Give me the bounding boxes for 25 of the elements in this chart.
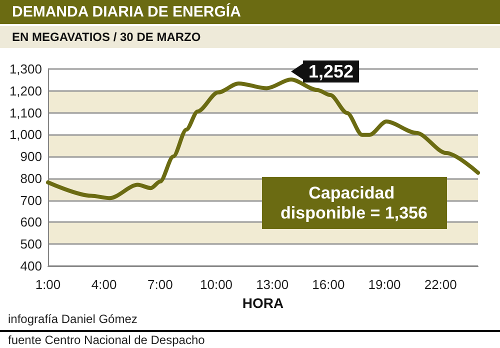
x-tick-label: 10:00 bbox=[200, 277, 233, 292]
chart-subtitle: EN MEGAVATIOS / 30 DE MARZO bbox=[12, 30, 201, 44]
annotation: Capacidad disponible = 1,356 bbox=[280, 184, 428, 222]
y-tick-label: 1,000 bbox=[9, 127, 42, 142]
x-tick-label: 16:00 bbox=[312, 277, 345, 292]
chart-title: DEMANDA DIARIA DE ENERGÍA bbox=[12, 2, 242, 20]
x-tick-label: 13:00 bbox=[256, 277, 289, 292]
y-tick-label: 400 bbox=[20, 258, 42, 274]
source-note: fuente Centro Nacional de Despacho bbox=[8, 333, 206, 347]
y-tick-label: 900 bbox=[20, 149, 42, 164]
y-tick-label: 1,100 bbox=[9, 105, 42, 120]
y-tick-label: 700 bbox=[20, 192, 42, 208]
x-tick-label: 22:00 bbox=[424, 277, 457, 292]
text: infografía Daniel Gómez bbox=[8, 312, 138, 326]
y-tick-label: 600 bbox=[20, 214, 42, 230]
x-axis-title: HORA bbox=[242, 294, 284, 311]
x-tick-label: 4:00 bbox=[91, 277, 117, 292]
x-tick-label: 19:00 bbox=[368, 277, 401, 292]
x-tick-label: 1:00 bbox=[35, 277, 61, 292]
x-tick-label: 7:00 bbox=[148, 277, 173, 292]
y-tick-label: 1,200 bbox=[9, 83, 42, 98]
y-tick-label: 800 bbox=[20, 170, 42, 186]
annotation: 1,252 bbox=[308, 62, 354, 82]
y-tick-label: 500 bbox=[20, 236, 42, 252]
y-tick-label: 1,300 bbox=[9, 62, 42, 76]
